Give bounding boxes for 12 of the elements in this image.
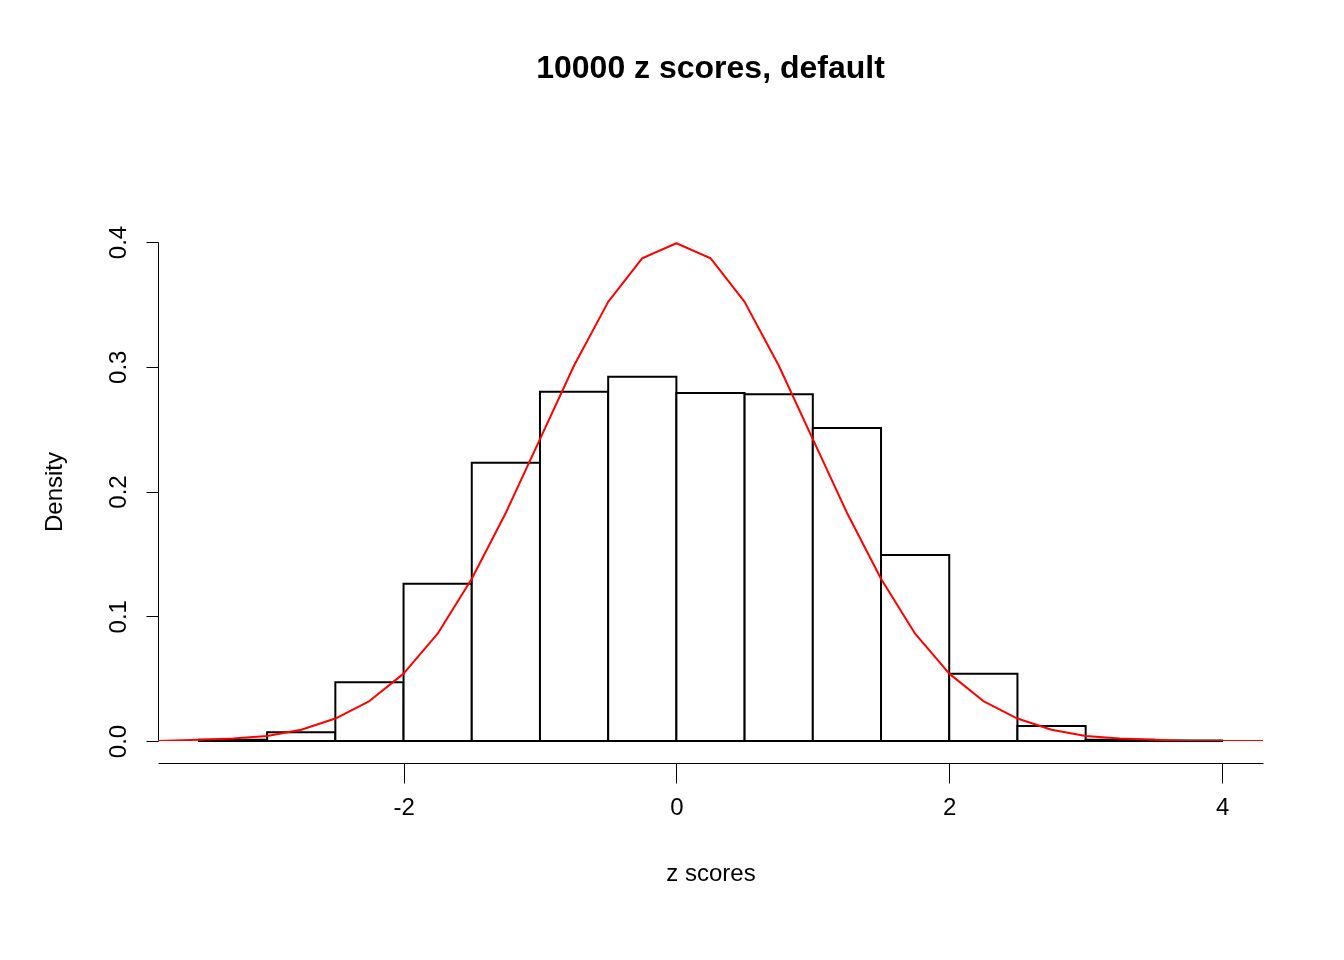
y-tick-label: 0.4 — [103, 225, 131, 260]
x-tick-label: 4 — [1215, 792, 1230, 820]
y-tick-label: 0.1 — [103, 600, 131, 634]
x-tick-label: 2 — [943, 792, 957, 820]
x-tick-label: 0 — [670, 792, 684, 820]
y-tick-label: 0.2 — [103, 475, 131, 509]
x-axis-title: z scores — [666, 858, 756, 886]
chart-title: 10000 z scores, default — [536, 49, 886, 86]
y-axis-title: Density — [39, 451, 67, 533]
x-tick-label: -2 — [393, 792, 415, 820]
y-tick-label: 0.3 — [103, 350, 131, 384]
y-tick-label: 0.0 — [103, 724, 131, 759]
